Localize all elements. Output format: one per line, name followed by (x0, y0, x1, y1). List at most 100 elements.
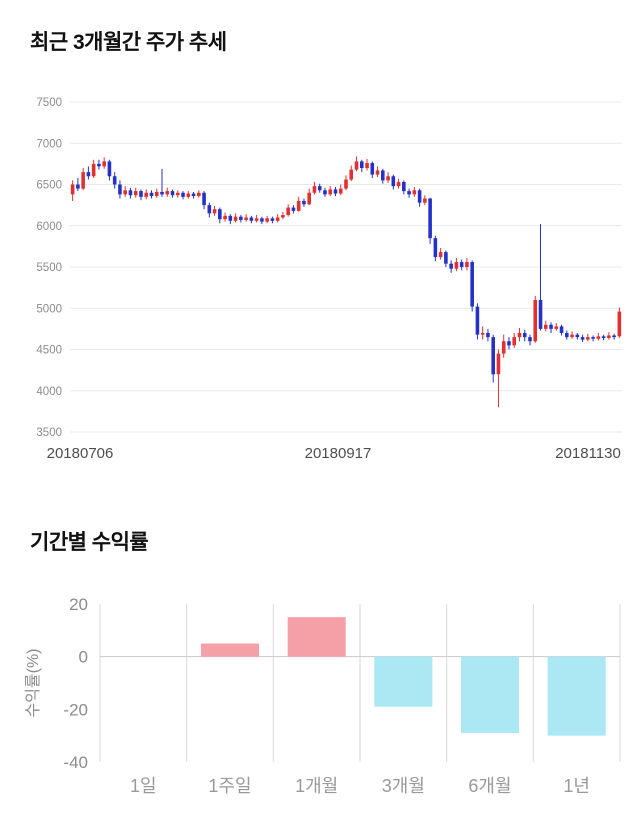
candle-body (507, 341, 511, 346)
candle-body (559, 326, 564, 333)
returns-category-label: 1개월 (295, 776, 338, 796)
candle-body (333, 189, 338, 194)
candle-body (386, 176, 390, 181)
candle-body (133, 191, 138, 196)
candle-body (154, 191, 159, 197)
price-y-tick-label: 5500 (36, 262, 62, 274)
candle-body (475, 306, 480, 335)
price-y-tick-label: 4500 (36, 345, 62, 357)
candle-body (391, 176, 396, 187)
candle-body (165, 191, 170, 195)
candle-body (370, 163, 375, 175)
return-bar (374, 656, 433, 707)
candle-body (396, 182, 401, 187)
candle-body (202, 192, 206, 206)
candle-body (501, 341, 506, 354)
candle-body (612, 335, 616, 338)
candle-body (212, 209, 217, 214)
return-bar (201, 643, 259, 657)
price-y-tick-label: 6500 (36, 180, 62, 192)
candle-body (317, 186, 322, 191)
candle-body (260, 218, 264, 222)
candle-body (607, 335, 611, 338)
candle-body (543, 324, 548, 329)
candle-body (112, 176, 117, 185)
candle-body (344, 179, 348, 189)
candle-body (107, 161, 112, 177)
returns-chart-title: 기간별 수익률 (30, 531, 149, 554)
candle-body (233, 216, 238, 221)
candle-body (565, 333, 569, 338)
returns-y-axis-title: 수익률(%) (24, 648, 42, 717)
candle-body (580, 337, 585, 340)
candle-body (533, 300, 538, 342)
candle-body (118, 184, 122, 195)
returns-category-label: 1일 (130, 776, 157, 796)
candle-body (139, 191, 143, 197)
candle-body (601, 336, 606, 338)
price-y-tick-label: 6000 (36, 221, 62, 233)
candle-body (554, 326, 559, 329)
price-y-tick-label: 4000 (36, 386, 62, 398)
price-x-tick-label: 20181130 (555, 445, 621, 462)
candle-body (275, 217, 280, 221)
candle-body (496, 353, 501, 375)
return-bar (287, 617, 346, 657)
candle-body (175, 192, 180, 196)
candle-body (223, 215, 227, 220)
candle-body (528, 337, 532, 342)
return-bar (461, 656, 519, 734)
candle-body (81, 172, 85, 189)
candle-body (417, 190, 422, 203)
candle-body (338, 188, 343, 194)
candle-body (549, 324, 553, 329)
candle-body (433, 238, 438, 258)
candle-body (291, 207, 296, 211)
candle-body (428, 198, 432, 239)
returns-bar-chart: 20 0 -20 -40 1일 1주일 1개월 3개월 6개월 1년 수익률(%) (24, 595, 621, 796)
candle-body (296, 201, 301, 211)
candle-body (186, 193, 191, 197)
candle-body (302, 201, 306, 205)
candle-body (149, 192, 154, 197)
candle-body (244, 217, 248, 220)
candle-body (144, 192, 149, 197)
candle-body (128, 190, 133, 196)
candle-body (486, 333, 490, 338)
candle-body (459, 262, 464, 267)
candle-body (591, 337, 595, 339)
candle-body (76, 184, 80, 189)
candle-body (191, 193, 196, 197)
candle-body (328, 189, 333, 195)
candle-body (70, 184, 75, 195)
candle-body (470, 262, 474, 307)
price-x-tick-label: 20180917 (305, 445, 372, 462)
candle-body (375, 170, 380, 175)
candle-body (538, 300, 543, 329)
candle-body (281, 215, 285, 218)
candle-body (254, 218, 259, 221)
candle-body (286, 207, 290, 216)
price-y-tick-label: 3500 (36, 427, 62, 439)
candle-body (249, 217, 254, 221)
returns-y-tick-label: 0 (79, 648, 88, 667)
price-y-tick-label: 5000 (36, 303, 62, 315)
candle-body (438, 252, 443, 258)
candle-body (402, 182, 406, 192)
candle-body (270, 218, 275, 221)
candle-body (359, 161, 364, 168)
candle-body (570, 334, 574, 338)
candle-body (91, 163, 96, 177)
candle-body (365, 163, 369, 168)
candle-body (86, 172, 91, 177)
candle-body (349, 169, 354, 180)
candle-body (97, 163, 101, 167)
returns-category-label: 3개월 (382, 776, 425, 796)
returns-category-label: 6개월 (468, 776, 511, 796)
candle-body (586, 337, 590, 340)
candle-body (491, 337, 495, 375)
price-candlestick-chart: 7500 7000 6500 6000 5500 5000 4500 4000 3500 2018… (36, 97, 622, 462)
price-y-tick-label: 7000 (36, 138, 62, 150)
candle-body (312, 186, 317, 193)
